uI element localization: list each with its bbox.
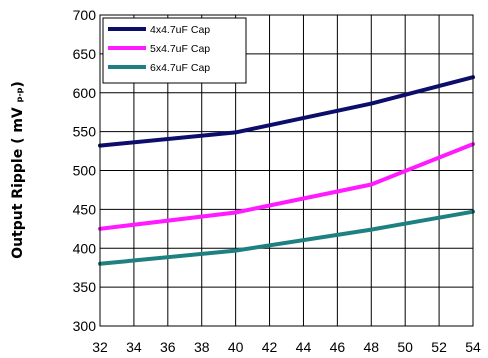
x-tick-label: 38 <box>194 339 210 355</box>
y-tick-label: 600 <box>73 85 97 101</box>
y-axis-label-sub: p-p <box>15 87 24 102</box>
y-tick-label: 300 <box>73 318 97 334</box>
y-tick-labels: 300 350 400 450 500 550 600 650 700 <box>73 7 97 334</box>
plot-frame <box>99 14 474 327</box>
y-tick-label: 400 <box>73 240 97 256</box>
y-tick-label: 450 <box>73 201 97 217</box>
x-tick-label: 36 <box>160 339 176 355</box>
legend-label-3: 6x4.7uF Cap <box>150 62 210 74</box>
x-tick-label: 42 <box>262 339 278 355</box>
x-tick-label: 52 <box>431 339 447 355</box>
legend-label-1: 4x4.7uF Cap <box>150 24 210 36</box>
y-axis-label-close: ) <box>10 81 26 87</box>
y-tick-label: 700 <box>73 7 97 23</box>
y-axis-label: Output Ripple ( mV p-p) <box>10 81 26 259</box>
x-tick-label: 48 <box>363 339 379 355</box>
series-line-3 <box>98 209 475 266</box>
x-tick-labels: 32 34 36 38 40 42 44 46 48 50 52 54 <box>92 339 481 355</box>
x-tick-label: 46 <box>330 339 346 355</box>
legend-label-2: 5x4.7uF Cap <box>150 43 210 55</box>
x-tick-label: 40 <box>228 339 244 355</box>
legend: 4x4.7uF Cap 5x4.7uF Cap 6x4.7uF Cap <box>102 17 247 84</box>
y-tick-label: 500 <box>73 163 97 179</box>
y-tick-label: 350 <box>73 279 97 295</box>
y-tick-label: 650 <box>73 46 97 62</box>
series-line-2 <box>98 142 475 231</box>
x-tick-label: 34 <box>126 339 142 355</box>
series-line-1 <box>98 75 475 148</box>
x-tick-label: 50 <box>397 339 413 355</box>
x-tick-label: 44 <box>296 339 312 355</box>
y-axis-label-main: Output Ripple ( mV <box>10 102 26 258</box>
y-tick-label: 550 <box>73 124 97 140</box>
series-lines <box>98 75 475 266</box>
x-tick-label: 54 <box>465 339 481 355</box>
x-tick-label: 32 <box>92 339 108 355</box>
